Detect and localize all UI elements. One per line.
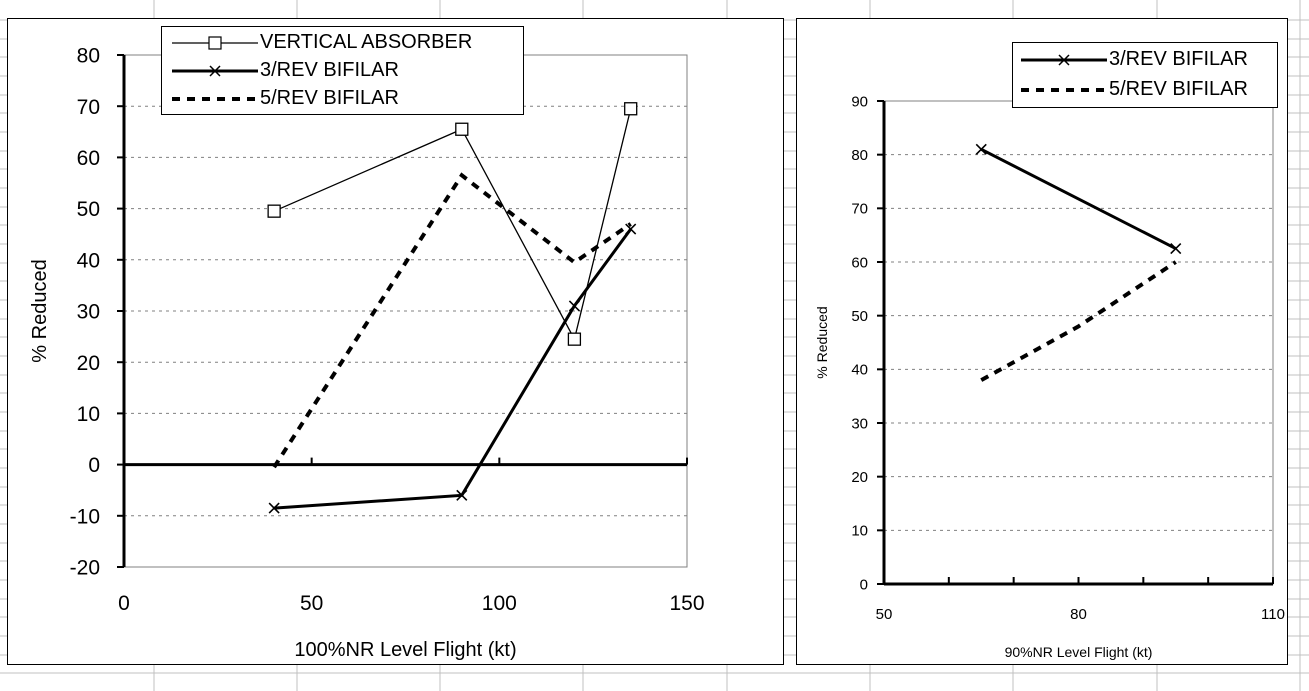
- x-tick-label: 50: [876, 606, 893, 623]
- data-point-3-rev-bifilar: [975, 143, 987, 155]
- legend-label-5rev-bifilar-right: 5/REV BIFILAR: [1109, 78, 1248, 100]
- x-tick-label: 0: [118, 592, 130, 615]
- y-tick-label: 60: [77, 147, 100, 170]
- series-line-3-rev-bifilar: [274, 228, 632, 510]
- legend-label-3rev-bifilar-right: 3/REV BIFILAR: [1109, 48, 1248, 70]
- legend-swatch-3rev-bifilar-right: [1021, 54, 1107, 66]
- chart-right-legend[interactable]: 3/REV BIFILAR 5/REV BIFILAR: [1012, 42, 1278, 108]
- x-tick-label: 100: [482, 592, 517, 615]
- chart-left-legend[interactable]: VERTICAL ABSORBER 3/REV BIFILAR 5/REV BI…: [161, 26, 524, 115]
- x-tick-label: 110: [1261, 606, 1285, 623]
- data-point-3-rev-bifilar: [268, 502, 280, 514]
- plot-area-border: [883, 100, 1274, 585]
- y-axis-title: % Reduced: [814, 306, 830, 378]
- legend-label-vertical-absorber: VERTICAL ABSORBER: [260, 31, 473, 53]
- legend-item-3rev-bifilar-right: 3/REV BIFILAR: [1013, 47, 1277, 73]
- y-tick-label: 10: [77, 403, 100, 426]
- x-axis-title: 100%NR Level Flight (kt): [294, 639, 516, 661]
- legend-item-3rev-bifilar: 3/REV BIFILAR: [162, 58, 523, 84]
- y-tick-label: 60: [851, 254, 868, 271]
- x-tick-label: 80: [1070, 606, 1087, 623]
- legend-item-vertical-absorber: VERTICAL ABSORBER: [162, 30, 523, 56]
- y-tick-label: 0: [860, 576, 868, 593]
- y-tick-label: 70: [77, 96, 100, 119]
- y-axis-title: % Reduced: [29, 259, 51, 362]
- data-point-vertical-absorber: [267, 204, 281, 218]
- x-tick-label: 150: [669, 592, 704, 615]
- series-line-5-rev-bifilar: [272, 172, 632, 469]
- legend-swatch-vertical-absorber: [172, 36, 258, 50]
- legend-label-5rev-bifilar: 5/REV BIFILAR: [260, 87, 399, 109]
- y-tick-label: 30: [77, 301, 100, 324]
- data-point-3-rev-bifilar: [625, 223, 637, 235]
- y-tick-label: 0: [88, 454, 100, 477]
- y-tick-label: 90: [851, 93, 868, 110]
- series-line-5-rev-bifilar: [980, 260, 1177, 382]
- y-tick-label: 80: [851, 147, 868, 164]
- chart-left-svg: -20 -10 0 10 20 30 40 50 60 70 80 0 50 100 150 100%NR L…: [29, 45, 705, 661]
- y-tick-label: 50: [77, 198, 100, 221]
- data-point-vertical-absorber: [624, 102, 638, 116]
- y-tick-label: 40: [851, 362, 868, 379]
- data-point-3-rev-bifilar: [1170, 243, 1182, 255]
- y-tick-label: 50: [851, 308, 868, 325]
- chart-right[interactable]: 0 10 20 30 40 50 60 70 80 90 50 80 110 90%NR Level Fl…: [796, 18, 1288, 665]
- chart-right-svg: 0 10 20 30 40 50 60 70 80 90 50 80 110 90%NR Level Fl…: [814, 93, 1285, 660]
- y-tick-label: 20: [851, 469, 868, 486]
- y-tick-label: -20: [70, 557, 100, 580]
- legend-item-5rev-bifilar: 5/REV BIFILAR: [162, 86, 523, 112]
- legend-swatch-3rev-bifilar: [172, 65, 258, 77]
- legend-swatch-5rev-bifilar: [172, 97, 258, 101]
- data-point-3-rev-bifilar: [456, 489, 468, 501]
- y-tick-label: 10: [851, 523, 868, 540]
- y-tick-label: 40: [77, 249, 100, 272]
- y-tick-label: 80: [77, 45, 100, 68]
- legend-swatch-5rev-bifilar-right: [1021, 88, 1107, 92]
- data-point-3-rev-bifilar: [568, 300, 580, 312]
- legend-label-3rev-bifilar: 3/REV BIFILAR: [260, 59, 399, 81]
- series-line-3-rev-bifilar: [980, 147, 1177, 250]
- x-tick-label: 50: [300, 592, 323, 615]
- legend-item-5rev-bifilar-right: 5/REV BIFILAR: [1013, 77, 1277, 103]
- y-tick-label: 30: [851, 415, 868, 432]
- y-tick-label: -10: [70, 505, 100, 528]
- y-tick-label: 70: [851, 201, 868, 218]
- chart-left[interactable]: -20 -10 0 10 20 30 40 50 60 70 80 0 50 100 150 100%NR L…: [7, 18, 784, 665]
- x-axis-title: 90%NR Level Flight (kt): [1005, 644, 1153, 660]
- data-point-vertical-absorber: [567, 332, 582, 346]
- series-line-vertical-absorber: [273, 108, 632, 341]
- data-point-vertical-absorber: [455, 122, 469, 136]
- y-tick-label: 20: [77, 352, 100, 375]
